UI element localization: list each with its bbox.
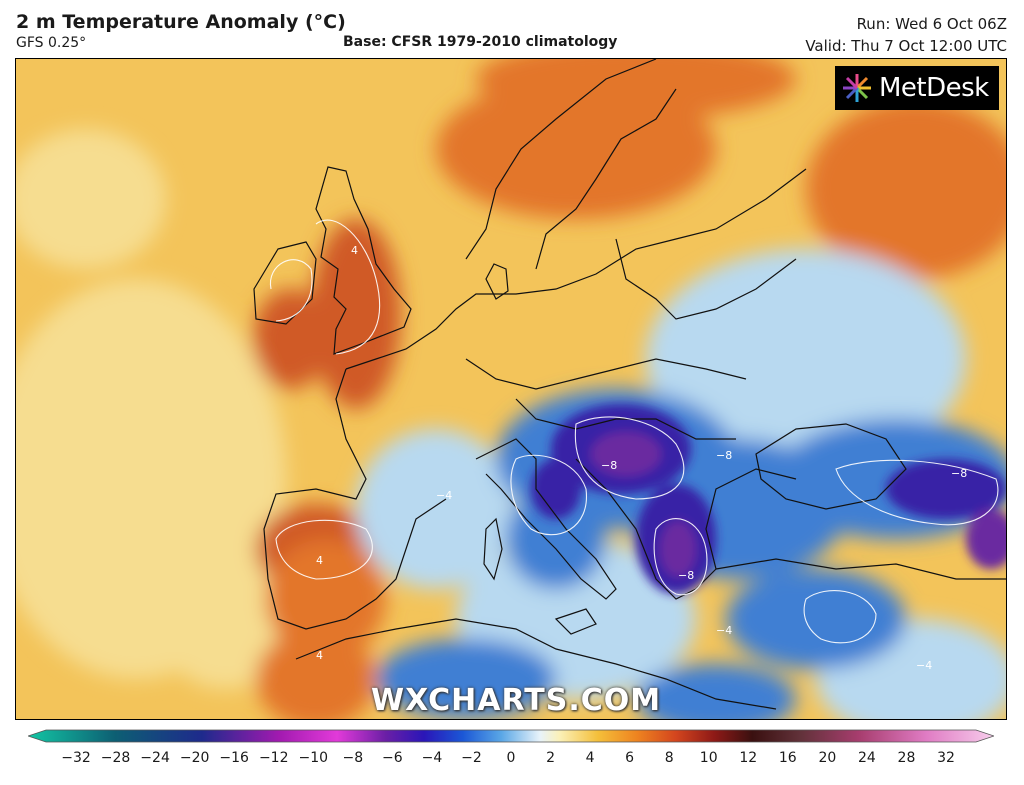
header-right: Run: Wed 6 Oct 06Z Valid: Thu 7 Oct 12:0…	[805, 13, 1007, 57]
colorbar-tick-label: −28	[100, 750, 131, 766]
colorbar-tick-label: −32	[61, 750, 91, 766]
contour-label-group: 4 4 −4 −4 −8 −8 −8 −8 4 −4	[316, 244, 967, 672]
colorbar-strip	[26, 729, 996, 743]
starburst-logo-icon	[843, 74, 871, 102]
anomaly-contours	[269, 219, 999, 644]
contour-label: 4	[316, 554, 323, 567]
colorbar-tick-label: 6	[625, 750, 635, 766]
contour-label: −4	[916, 659, 932, 672]
colorbar-tick-label: −2	[461, 750, 482, 766]
base-climatology-label: Base: CFSR 1979-2010 climatology	[343, 34, 618, 50]
valid-time-label: Valid: Thu 7 Oct 12:00 UTC	[805, 37, 1007, 55]
contour-label: −8	[601, 459, 617, 472]
colorbar-tick-label: 32	[937, 750, 955, 766]
chart-title: 2 m Temperature Anomaly (°C)	[16, 11, 346, 33]
map-panel: 4 4 −4 −4 −8 −8 −8 −8 4 −4 MetDesk	[15, 58, 1007, 720]
contour-label: 4	[316, 649, 323, 662]
colorbar-tick-label: 24	[857, 750, 876, 766]
colorbar-gradient	[26, 729, 996, 743]
contour-label: 4	[351, 244, 358, 257]
colorbar-tick-label: −4	[421, 750, 443, 766]
header-left: 2 m Temperature Anomaly (°C) GFS 0.25°	[16, 10, 346, 52]
colorbar-tick-label: 16	[778, 750, 797, 766]
colorbar-tick-label: −20	[179, 750, 210, 766]
colorbar-tick-label: 20	[818, 750, 837, 766]
colorbar-tick-label: 12	[739, 750, 758, 766]
logo-text: MetDesk	[879, 73, 989, 103]
colorbar-tick-label: −16	[219, 750, 249, 766]
contour-label: −8	[716, 449, 732, 462]
colorbar-tick-label: −6	[382, 750, 403, 766]
colorbar-tick-label: −8	[342, 750, 364, 766]
colorbar-tick-label: 2	[546, 750, 555, 766]
colorbar-tick-label: −24	[140, 750, 170, 766]
model-label: GFS 0.25°	[16, 35, 87, 51]
contour-label: −8	[678, 569, 694, 582]
colorbar-tick-label: 28	[897, 750, 916, 766]
colorbar-tick-label: 4	[585, 750, 595, 766]
anomaly-map: 4 4 −4 −4 −8 −8 −8 −8 4 −4	[16, 59, 1006, 719]
colorbar-tick-label: 8	[664, 750, 674, 766]
contour-label: −4	[716, 624, 732, 637]
colorbar-tick-label: 10	[699, 750, 718, 766]
metdesk-logo: MetDesk	[835, 66, 999, 110]
colorbar-tick-label: −12	[258, 750, 289, 766]
colorbar: −32 −28 −24 −20 −16 −12 −10 −8 −6 −4 −2 0 2 4 6 8 10 12 16…	[26, 728, 996, 778]
contour-label: −4	[436, 489, 452, 502]
colorbar-tick-label: −10	[298, 750, 329, 766]
colorbar-tick-label: 0	[506, 750, 516, 766]
run-time-label: Run: Wed 6 Oct 06Z	[856, 15, 1007, 33]
contour-label: −8	[951, 467, 967, 480]
watermark: WXCHARTS.COM	[371, 683, 662, 718]
